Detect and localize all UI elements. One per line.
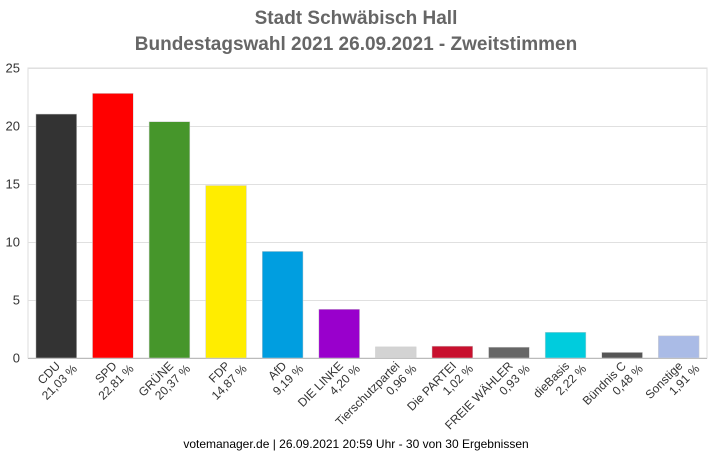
y-tick-label: 0 bbox=[13, 351, 20, 366]
y-tick-label: 25 bbox=[6, 61, 20, 76]
bar-bündnis-c bbox=[601, 352, 643, 359]
y-tick-label: 5 bbox=[13, 293, 20, 308]
bar-sonstige bbox=[658, 335, 700, 359]
bar-freie-wähler bbox=[488, 346, 530, 359]
chart-subtitle: Bundestagswahl 2021 26.09.2021 - Zweitst… bbox=[134, 34, 578, 55]
y-tick-label: 10 bbox=[6, 235, 20, 250]
bar-tierschutzpartei bbox=[375, 346, 417, 359]
x-tick-label-group: Bündnis C0,48 % bbox=[580, 359, 646, 408]
bar-cdu bbox=[35, 113, 77, 359]
bar-die-linke bbox=[318, 309, 360, 359]
footer-source: votemanager.de | 26.09.2021 20:59 Uhr - … bbox=[183, 437, 529, 451]
bar-fdp bbox=[205, 185, 247, 359]
bar-diebasis bbox=[544, 331, 587, 359]
chart-title: Stadt Schwäbisch Hall bbox=[254, 8, 458, 29]
bar-grüne bbox=[148, 121, 191, 359]
y-tick-label: 20 bbox=[6, 119, 20, 134]
bar-afd bbox=[262, 251, 304, 359]
y-tick-label: 15 bbox=[6, 177, 20, 192]
bar-spd bbox=[92, 93, 134, 359]
bar-die-partei bbox=[431, 345, 473, 359]
